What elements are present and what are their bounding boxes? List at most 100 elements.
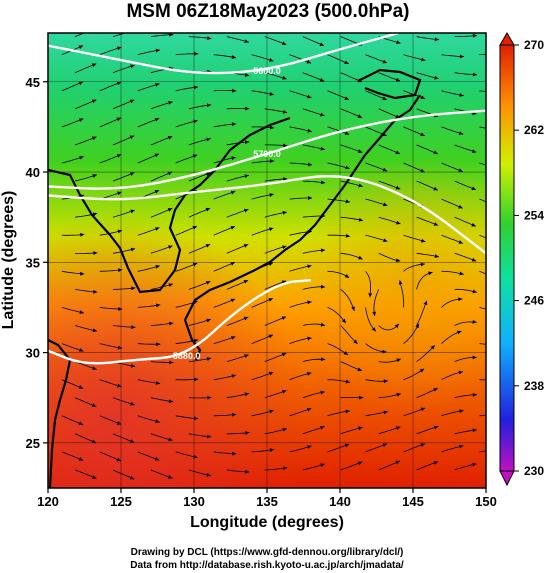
streamline-arrowhead (420, 407, 426, 412)
streamline-arrowhead (456, 330, 462, 335)
streamline-arrowhead (382, 96, 387, 101)
streamline-arrowhead (281, 352, 287, 357)
x-tick-label: 125 (110, 494, 132, 509)
streamline-arrowhead (205, 281, 211, 285)
credit-line-2: Data from http://database.rish.kyoto-u.a… (130, 560, 404, 571)
streamline-arrowhead (458, 168, 463, 173)
streamline-arrowhead (130, 363, 136, 368)
streamline-arrowhead (155, 48, 160, 53)
streamline-arrowhead (459, 409, 464, 414)
streamline-arrowhead (129, 135, 135, 140)
streamline-arrowhead (156, 342, 161, 347)
streamline-arrowhead (306, 407, 312, 412)
streamline-arrowhead (341, 318, 346, 324)
streamline-arrowhead (232, 451, 237, 456)
streamline-arrowhead (420, 95, 426, 100)
streamline-arrowhead (383, 410, 388, 415)
streamline-arrowhead (269, 448, 275, 453)
y-axis-ticks: 25 30 35 40 45 (26, 75, 48, 451)
streamline-arrowhead (130, 401, 135, 406)
streamline-arrowhead (395, 460, 400, 465)
streamline (327, 307, 347, 324)
streamline-arrowhead (243, 280, 249, 284)
y-tick-label: 25 (26, 436, 40, 451)
streamline-arrowhead (194, 377, 199, 382)
streamline-arrowhead (230, 190, 236, 195)
streamline-arrowhead (358, 255, 363, 260)
coastlines (48, 68, 422, 488)
streamline-arrowhead (268, 334, 274, 339)
streamline-arrowhead (155, 303, 161, 308)
streamline-arrowhead (420, 262, 425, 267)
streamline-arrowhead (282, 245, 287, 250)
streamline-arrowhead (282, 466, 288, 471)
streamline-arrowhead (458, 240, 463, 244)
streamline (403, 323, 420, 344)
streamline-arrowhead (116, 457, 122, 462)
streamline-arrowhead (343, 351, 349, 355)
contour-labels: 5600.0 5700.0 5880.0 (173, 66, 281, 361)
streamline-arrowhead (244, 140, 250, 145)
streamline-arrowhead (459, 93, 464, 97)
streamline-arrowhead (433, 388, 438, 392)
streamline-arrowhead (269, 159, 275, 164)
streamline-arrowhead (320, 390, 325, 395)
coastline-japan (184, 94, 421, 321)
streamline-arrowhead (91, 475, 97, 479)
streamline-arrowhead (245, 431, 250, 435)
streamline-arrowhead (472, 428, 477, 433)
colorbar-tick-label: 270 (524, 38, 544, 52)
streamline-arrowhead (231, 412, 237, 417)
streamline-arrowhead (383, 238, 388, 243)
streamline (340, 289, 355, 311)
streamline-arrowhead (420, 238, 426, 243)
streamline-arrowhead (282, 389, 287, 394)
streamline-arrowhead (434, 37, 439, 42)
streamline-arrowhead (193, 119, 198, 124)
streamline (479, 162, 486, 166)
streamline-arrowhead (154, 227, 160, 231)
streamline-arrowhead (320, 284, 326, 289)
streamline-arrowhead (130, 64, 135, 69)
streamline-arrowhead (307, 300, 312, 305)
streamline-arrowhead (306, 94, 312, 99)
streamline-arrowhead (306, 59, 312, 64)
streamline-arrowhead (472, 355, 477, 360)
streamline-arrowhead (281, 316, 287, 321)
streamline-arrowhead (396, 358, 401, 363)
streamline-arrowhead (167, 135, 173, 140)
streamline-arrowhead (194, 51, 199, 56)
wind-streamlines (61, 31, 515, 480)
streamline-arrowhead (231, 55, 237, 59)
streamline-arrowhead (351, 306, 355, 311)
x-axis-ticks: 120 125 130 135 140 145 150 (37, 488, 497, 509)
streamline-arrowhead (205, 244, 211, 248)
streamline-arrowhead (243, 316, 249, 321)
contour-label: 5880.0 (173, 351, 201, 361)
streamline-arrowhead (420, 132, 425, 137)
streamline-arrowhead (78, 421, 84, 426)
streamline-arrowhead (307, 336, 312, 341)
contour-label: 5600.0 (253, 66, 281, 76)
streamline-arrowhead (154, 190, 160, 194)
streamline-arrowhead (92, 366, 97, 370)
streamline-arrowhead (344, 60, 349, 65)
streamline-arrowhead (307, 128, 312, 133)
streamline-arrowhead (394, 323, 399, 329)
streamline-arrowhead (131, 286, 136, 291)
colorbar-tick-label: 238 (524, 379, 544, 393)
streamline-arrowhead (357, 114, 363, 118)
streamline-arrowhead (434, 254, 439, 258)
streamline-arrowhead (395, 77, 401, 82)
streamline-arrowhead (359, 395, 364, 400)
streamline (493, 31, 515, 36)
streamline-arrowhead (168, 399, 174, 404)
streamline-arrowhead (92, 136, 97, 141)
streamline-arrowhead (320, 146, 325, 151)
streamline-arrowhead (117, 191, 122, 196)
streamline-arrowhead (282, 109, 288, 114)
streamline-arrowhead (244, 39, 249, 44)
streamline-arrowhead (230, 298, 236, 303)
streamline (479, 126, 486, 129)
